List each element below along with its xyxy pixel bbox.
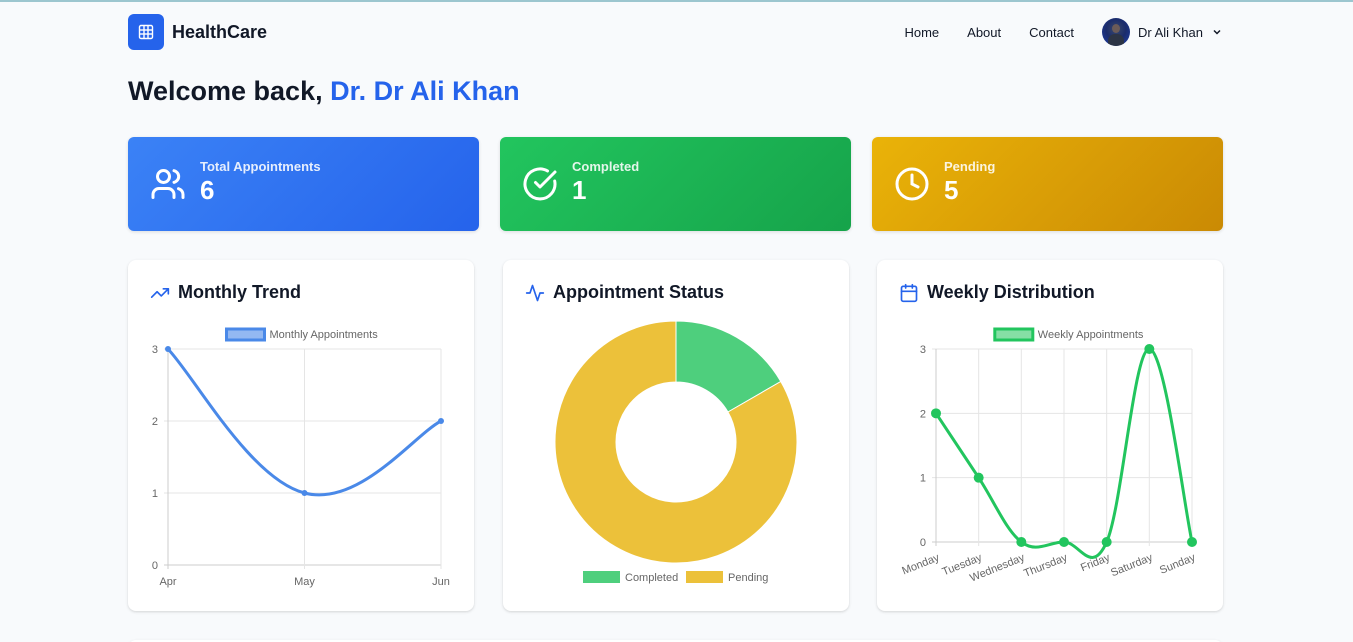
stat-value: 6 [200, 174, 215, 205]
stat-value: 5 [944, 174, 959, 205]
svg-text:Pending: Pending [728, 572, 768, 584]
monthly-trend-chart[interactable]: 0 1 2 3 Apr May Jun Monthly Appointments [128, 260, 474, 611]
next-section-card [128, 640, 1223, 642]
nav-link-about[interactable]: About [967, 24, 1002, 40]
svg-text:1: 1 [152, 488, 158, 500]
svg-text:Jun: Jun [432, 576, 450, 588]
stat-label: Pending [944, 158, 996, 174]
svg-text:1: 1 [920, 473, 926, 485]
svg-text:3: 3 [920, 344, 926, 356]
chevron-down-icon [1213, 29, 1221, 35]
avatar [1101, 18, 1130, 46]
stat-card-completed: Completed 1 [500, 137, 851, 231]
user-name: Dr Ali Khan [1137, 24, 1203, 40]
svg-text:Saturday: Saturday [1109, 551, 1155, 579]
page-title: Welcome back, Dr. Dr Ali Khan [128, 76, 520, 107]
stat-card-total-appointments: Total Appointments 6 [128, 137, 479, 231]
stat-label: Total Appointments [200, 158, 321, 174]
welcome-prefix: Welcome back, [128, 76, 323, 106]
nav-link-contact[interactable]: Contact [1029, 24, 1074, 40]
clock-icon [895, 167, 929, 201]
svg-text:Thursday: Thursday [1022, 551, 1069, 579]
svg-text:Sunday: Sunday [1158, 551, 1198, 576]
card-title: Appointment Status [553, 282, 724, 302]
svg-text:Monday: Monday [900, 551, 941, 577]
user-menu[interactable]: Dr Ali Khan [1101, 18, 1223, 46]
appointment-status-chart[interactable]: Completed Pending [503, 260, 849, 611]
stat-label: Completed [572, 158, 640, 174]
svg-text:3: 3 [152, 344, 158, 356]
card-title: Weekly Distribution [927, 282, 1095, 302]
nav-link-home[interactable]: Home [904, 24, 940, 40]
svg-text:Weekly Appointments: Weekly Appointments [1038, 329, 1144, 341]
svg-text:Apr: Apr [159, 576, 176, 588]
weekly-distribution-card: 0 1 2 3 Monday Tuesday Wednesday Thursday Friday… [877, 260, 1223, 611]
users-icon [151, 169, 185, 199]
svg-text:0: 0 [920, 537, 926, 549]
card-title: Monthly Trend [178, 282, 301, 302]
monthly-trend-card: 0 1 2 3 Apr May Jun Monthly Appointments Monthl… [128, 260, 474, 611]
stat-value: 1 [572, 174, 587, 205]
svg-text:May: May [294, 576, 315, 588]
svg-text:Completed: Completed [625, 572, 678, 584]
activity-icon [525, 284, 545, 301]
welcome-user-name: Dr. Dr Ali Khan [330, 76, 520, 106]
appointment-status-card: Completed Pending Appointment Status [503, 260, 849, 611]
calendar-icon [900, 283, 918, 302]
grid-logo-icon [128, 14, 164, 50]
stat-card-pending: Pending 5 [872, 137, 1223, 231]
svg-text:2: 2 [152, 416, 158, 428]
brand[interactable]: HealthCare [128, 14, 267, 50]
top-navbar: HealthCare Home About Contact Dr Ali Kha… [128, 13, 1223, 51]
brand-name: HealthCare [172, 21, 268, 42]
svg-text:2: 2 [920, 408, 926, 420]
svg-text:Monthly Appointments: Monthly Appointments [270, 329, 379, 341]
svg-text:0: 0 [152, 560, 158, 572]
trending-up-icon [150, 287, 170, 298]
check-circle-icon [523, 167, 557, 201]
